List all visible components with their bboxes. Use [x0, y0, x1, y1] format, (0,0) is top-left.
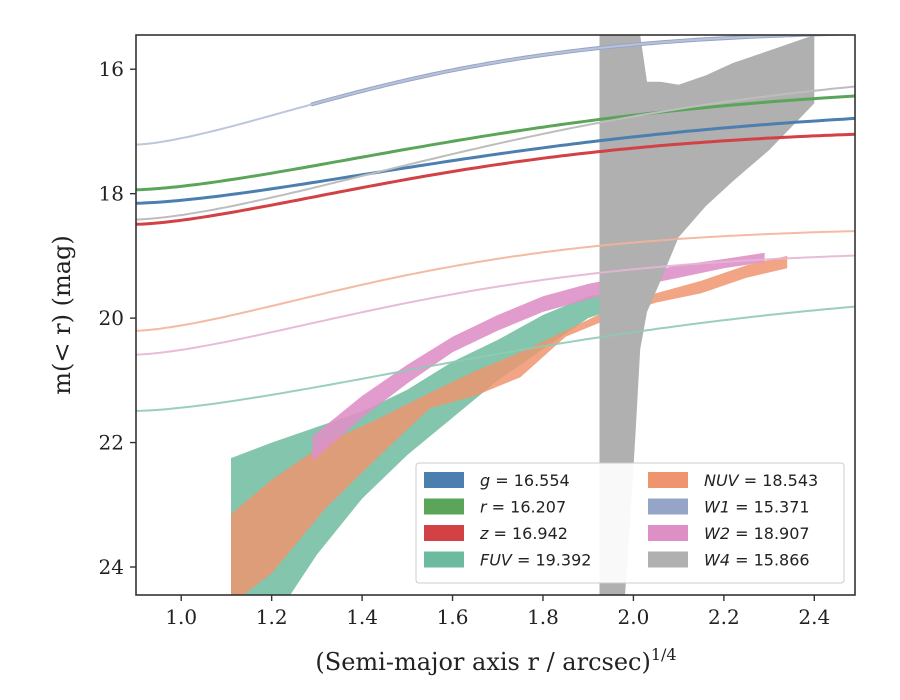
legend: g = 16.554 r = 16.207 z = 16.942 FUV = 19.3…	[415, 462, 845, 584]
legend-label-w4: W4 = 15.866	[704, 551, 810, 570]
legend-swatch-z	[424, 525, 464, 541]
y-tick-label: 20	[99, 306, 124, 330]
x-tick-label: 1.8	[527, 605, 559, 629]
band-fuv	[231, 290, 634, 595]
legend-swatch-w2	[648, 525, 688, 541]
legend-label-fuv: FUV = 19.392	[480, 551, 591, 570]
legend-label-z: z = 16.942	[479, 524, 568, 543]
legend-swatch-w1	[648, 498, 688, 515]
legend-swatch-w4	[648, 551, 688, 568]
y-tick-label: 18	[99, 182, 124, 206]
x-tick-label: 2.2	[708, 605, 740, 629]
series-line-nuv-fit	[136, 230, 855, 332]
tick-layer: 1.0 1.2 1.4 1.6 1.8 2.0 2.2 2.4 16 18 20 22 24	[99, 57, 831, 629]
series-line-z	[136, 132, 855, 226]
legend-swatch-nuv	[648, 472, 688, 488]
y-tick-label: 16	[99, 57, 124, 81]
x-tick-label: 2.0	[618, 605, 650, 629]
x-tick-label: 1.6	[437, 605, 469, 629]
x-tick-label: 1.0	[165, 605, 197, 629]
y-tick-label: 24	[99, 555, 124, 579]
legend-label-r: r = 16.207	[480, 498, 566, 517]
plot-frame	[135, 34, 856, 596]
legend-swatch-g	[424, 472, 464, 488]
legend-frame	[415, 462, 845, 584]
legend-label-g: g = 16.554	[480, 471, 570, 490]
legend-label-nuv: NUV = 18.543	[704, 471, 818, 490]
legend-swatch-fuv	[424, 551, 464, 568]
series-line-w1-fit	[136, 35, 829, 146]
series-line-w4-fit	[136, 85, 855, 221]
series-line-fuv-fit	[136, 305, 855, 412]
y-axis-title: m(< r) (mag)	[48, 235, 76, 394]
x-axis-title: (Semi-major axis r / arcsec)1/4	[315, 645, 676, 676]
series-layer	[136, 35, 855, 595]
y-tick-label: 22	[99, 431, 124, 455]
x-axis-title-superscript: 1/4	[651, 645, 677, 664]
x-tick-label: 1.2	[256, 605, 288, 629]
legend-label-w2: W2 = 18.907	[704, 524, 810, 543]
legend-label-w1: W1 = 15.371	[704, 498, 810, 517]
legend-swatch-r	[424, 498, 464, 515]
series-line-g	[136, 116, 855, 205]
band-w4	[599, 35, 815, 595]
series-line-r	[136, 94, 855, 192]
x-tick-label: 2.4	[798, 605, 830, 629]
series-line-w2-fit	[136, 254, 855, 356]
x-tick-label: 1.4	[346, 605, 378, 629]
